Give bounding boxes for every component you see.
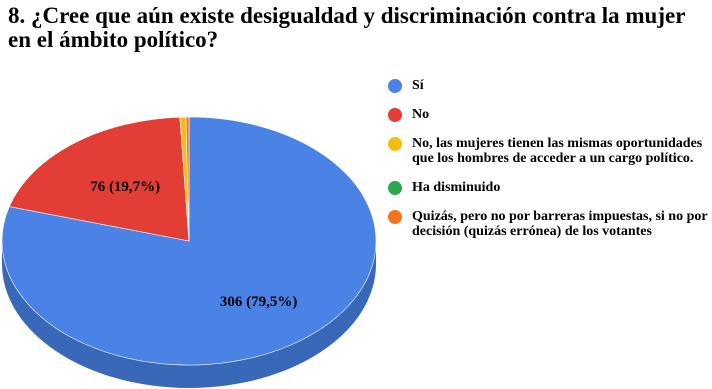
legend-label-1: No (412, 107, 430, 122)
legend: Sí No No, las mujeres tienen las mismas op… (388, 78, 710, 253)
pie-side-0 (2, 241, 376, 388)
legend-label-3: Ha disminuido (412, 180, 501, 195)
data-label-1: 76 (19,7%) (90, 179, 160, 195)
legend-item-3[interactable]: Ha disminuido (388, 180, 710, 195)
legend-marker-0 (388, 79, 402, 93)
legend-label-0: Sí (412, 78, 424, 93)
legend-marker-1 (388, 108, 402, 122)
legend-marker-2 (388, 137, 402, 151)
legend-label-2: No, las mujeres tienen las mismas oportu… (412, 136, 703, 166)
pie-slice-4[interactable] (185, 116, 190, 242)
legend-item-1[interactable]: No (388, 107, 710, 122)
legend-marker-4 (388, 210, 402, 224)
chart-title: 8. ¿Cree que aún existe desigualdad y di… (8, 3, 686, 52)
legend-marker-3 (388, 181, 402, 195)
legend-item-0[interactable]: Sí (388, 78, 710, 93)
pie-chart: 306 (79,5%) 76 (19,7%) (1, 116, 377, 388)
pie-slice-1[interactable] (8, 116, 190, 242)
legend-item-4[interactable]: Quizás, pero no por barreras impuestas, … (388, 209, 710, 239)
legend-label-4: Quizás, pero no por barreras impuestas, … (412, 209, 708, 239)
legend-item-2[interactable]: No, las mujeres tienen las mismas oportu… (388, 136, 710, 166)
data-label-0: 306 (79,5%) (220, 294, 298, 310)
